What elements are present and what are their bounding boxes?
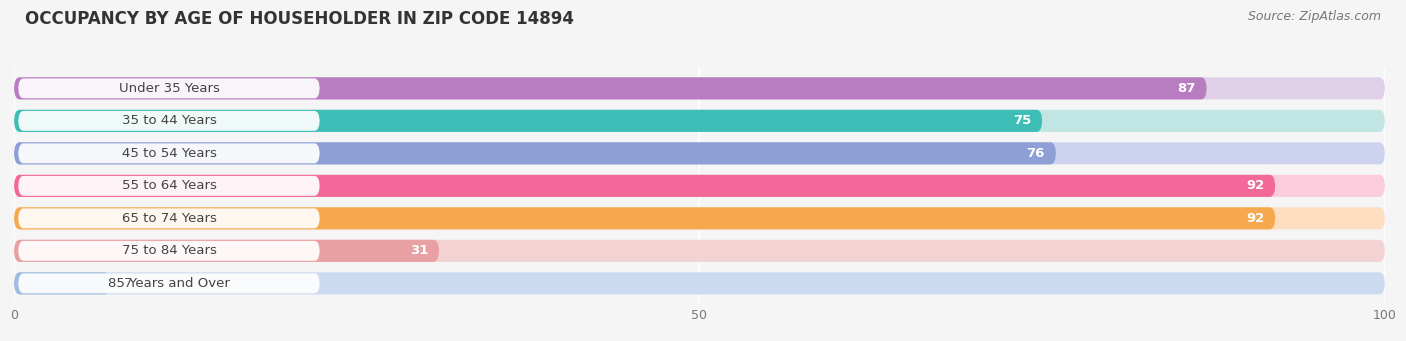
FancyBboxPatch shape [14, 175, 1275, 197]
FancyBboxPatch shape [18, 111, 319, 131]
FancyBboxPatch shape [14, 175, 1385, 197]
Text: 7: 7 [124, 277, 132, 290]
Text: Source: ZipAtlas.com: Source: ZipAtlas.com [1247, 10, 1381, 23]
FancyBboxPatch shape [18, 176, 319, 196]
FancyBboxPatch shape [18, 208, 319, 228]
FancyBboxPatch shape [14, 77, 1385, 99]
FancyBboxPatch shape [14, 272, 1385, 294]
FancyBboxPatch shape [14, 110, 1042, 132]
FancyBboxPatch shape [14, 142, 1385, 164]
Text: 65 to 74 Years: 65 to 74 Years [121, 212, 217, 225]
Text: 35 to 44 Years: 35 to 44 Years [121, 114, 217, 127]
Text: 87: 87 [1177, 82, 1195, 95]
Text: 92: 92 [1246, 212, 1264, 225]
FancyBboxPatch shape [14, 207, 1275, 229]
FancyBboxPatch shape [14, 142, 1056, 164]
FancyBboxPatch shape [18, 78, 319, 98]
Text: 75: 75 [1012, 114, 1031, 127]
Text: 92: 92 [1246, 179, 1264, 192]
Text: Under 35 Years: Under 35 Years [118, 82, 219, 95]
FancyBboxPatch shape [14, 77, 1206, 99]
Text: OCCUPANCY BY AGE OF HOUSEHOLDER IN ZIP CODE 14894: OCCUPANCY BY AGE OF HOUSEHOLDER IN ZIP C… [25, 10, 574, 28]
FancyBboxPatch shape [14, 272, 110, 294]
Text: 75 to 84 Years: 75 to 84 Years [121, 244, 217, 257]
FancyBboxPatch shape [14, 207, 1385, 229]
Text: 55 to 64 Years: 55 to 64 Years [121, 179, 217, 192]
FancyBboxPatch shape [18, 241, 319, 261]
FancyBboxPatch shape [14, 110, 1385, 132]
Text: 31: 31 [409, 244, 427, 257]
FancyBboxPatch shape [18, 273, 319, 293]
Text: 45 to 54 Years: 45 to 54 Years [121, 147, 217, 160]
FancyBboxPatch shape [18, 144, 319, 163]
Text: 85 Years and Over: 85 Years and Over [108, 277, 231, 290]
FancyBboxPatch shape [14, 240, 1385, 262]
FancyBboxPatch shape [14, 240, 439, 262]
Text: 76: 76 [1026, 147, 1045, 160]
